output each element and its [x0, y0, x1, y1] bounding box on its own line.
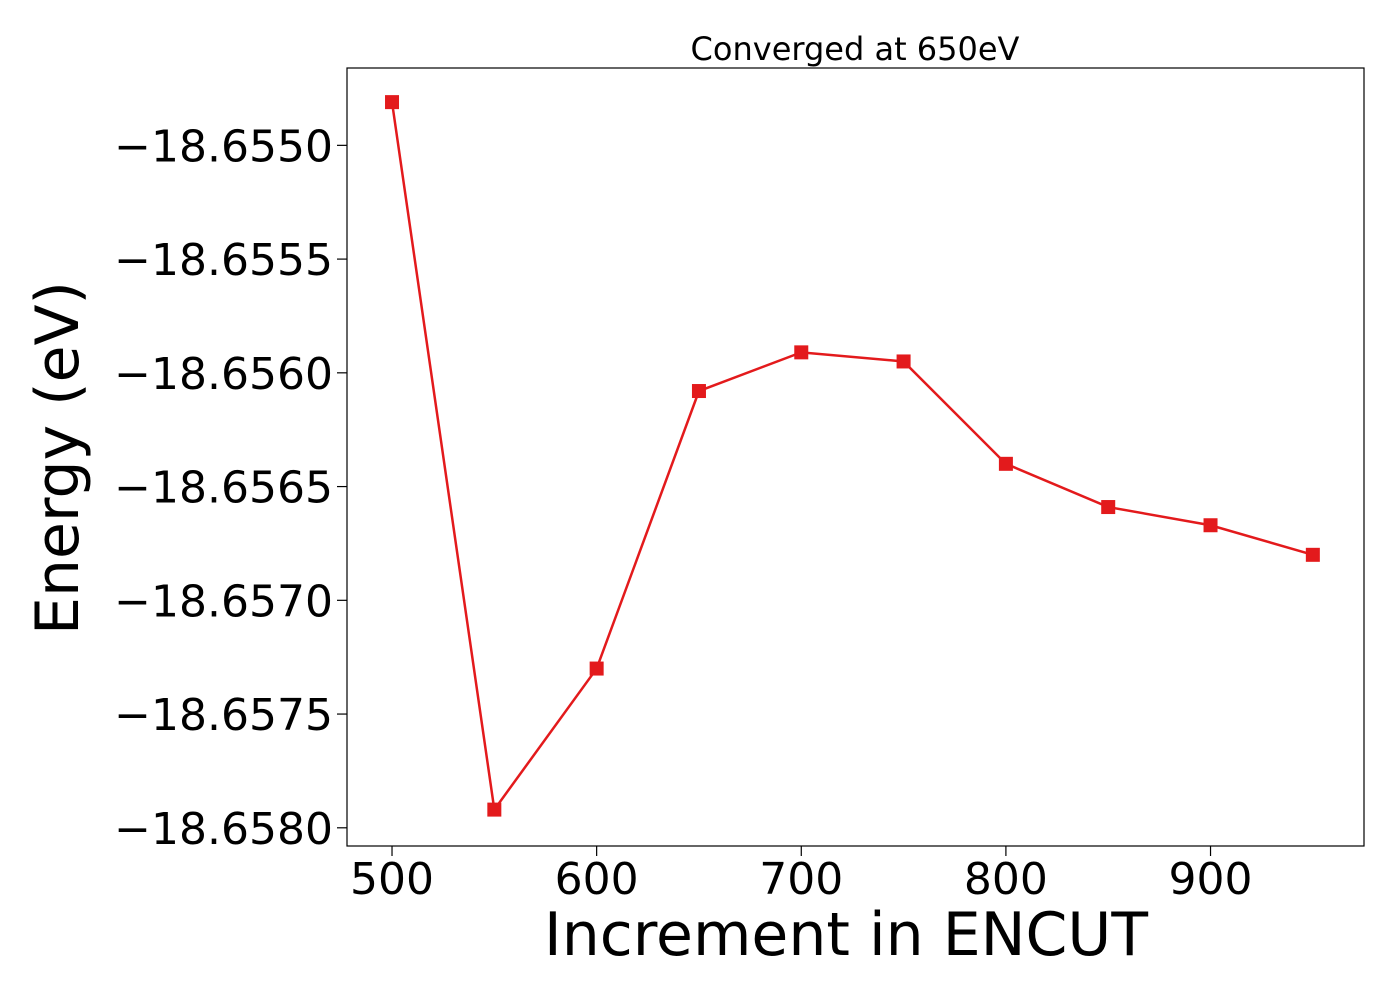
y-tick-label: −18.6575	[114, 690, 333, 741]
x-tick-label: 900	[1169, 854, 1253, 905]
x-tick-label: 700	[759, 854, 843, 905]
y-tick-label: −18.6550	[114, 121, 333, 172]
series-layer	[385, 95, 1320, 817]
y-tick-label: −18.6560	[114, 349, 333, 400]
data-point	[691, 384, 706, 399]
chart-title: Converged at 650eV	[691, 30, 1020, 68]
data-point	[1305, 547, 1320, 562]
y-tick-label: −18.6555	[114, 235, 333, 286]
y-tick-label: −18.6565	[114, 463, 333, 514]
x-axis: 500 600 700 800 900	[350, 846, 1253, 905]
data-point	[896, 354, 911, 369]
x-tick-label: 500	[350, 854, 434, 905]
x-tick-label: 600	[555, 854, 639, 905]
x-tick-label: 800	[964, 854, 1048, 905]
data-point	[589, 661, 604, 676]
data-point	[794, 345, 809, 360]
y-axis: −18.6550 −18.6555 −18.6560 −18.6565 −18.6570…	[114, 121, 347, 855]
y-axis-title: Energy (eV)	[23, 281, 93, 635]
plot-area	[346, 67, 1365, 847]
series-line	[390, 101, 1314, 813]
data-point	[1101, 500, 1116, 515]
data-point	[1203, 518, 1218, 533]
data-point	[998, 456, 1013, 471]
y-tick-label: −18.6580	[114, 804, 333, 855]
x-axis-title: Increment in ENCUT	[544, 900, 1148, 970]
y-tick-label: −18.6570	[114, 576, 333, 627]
data-point	[385, 95, 400, 110]
data-point	[487, 802, 502, 817]
